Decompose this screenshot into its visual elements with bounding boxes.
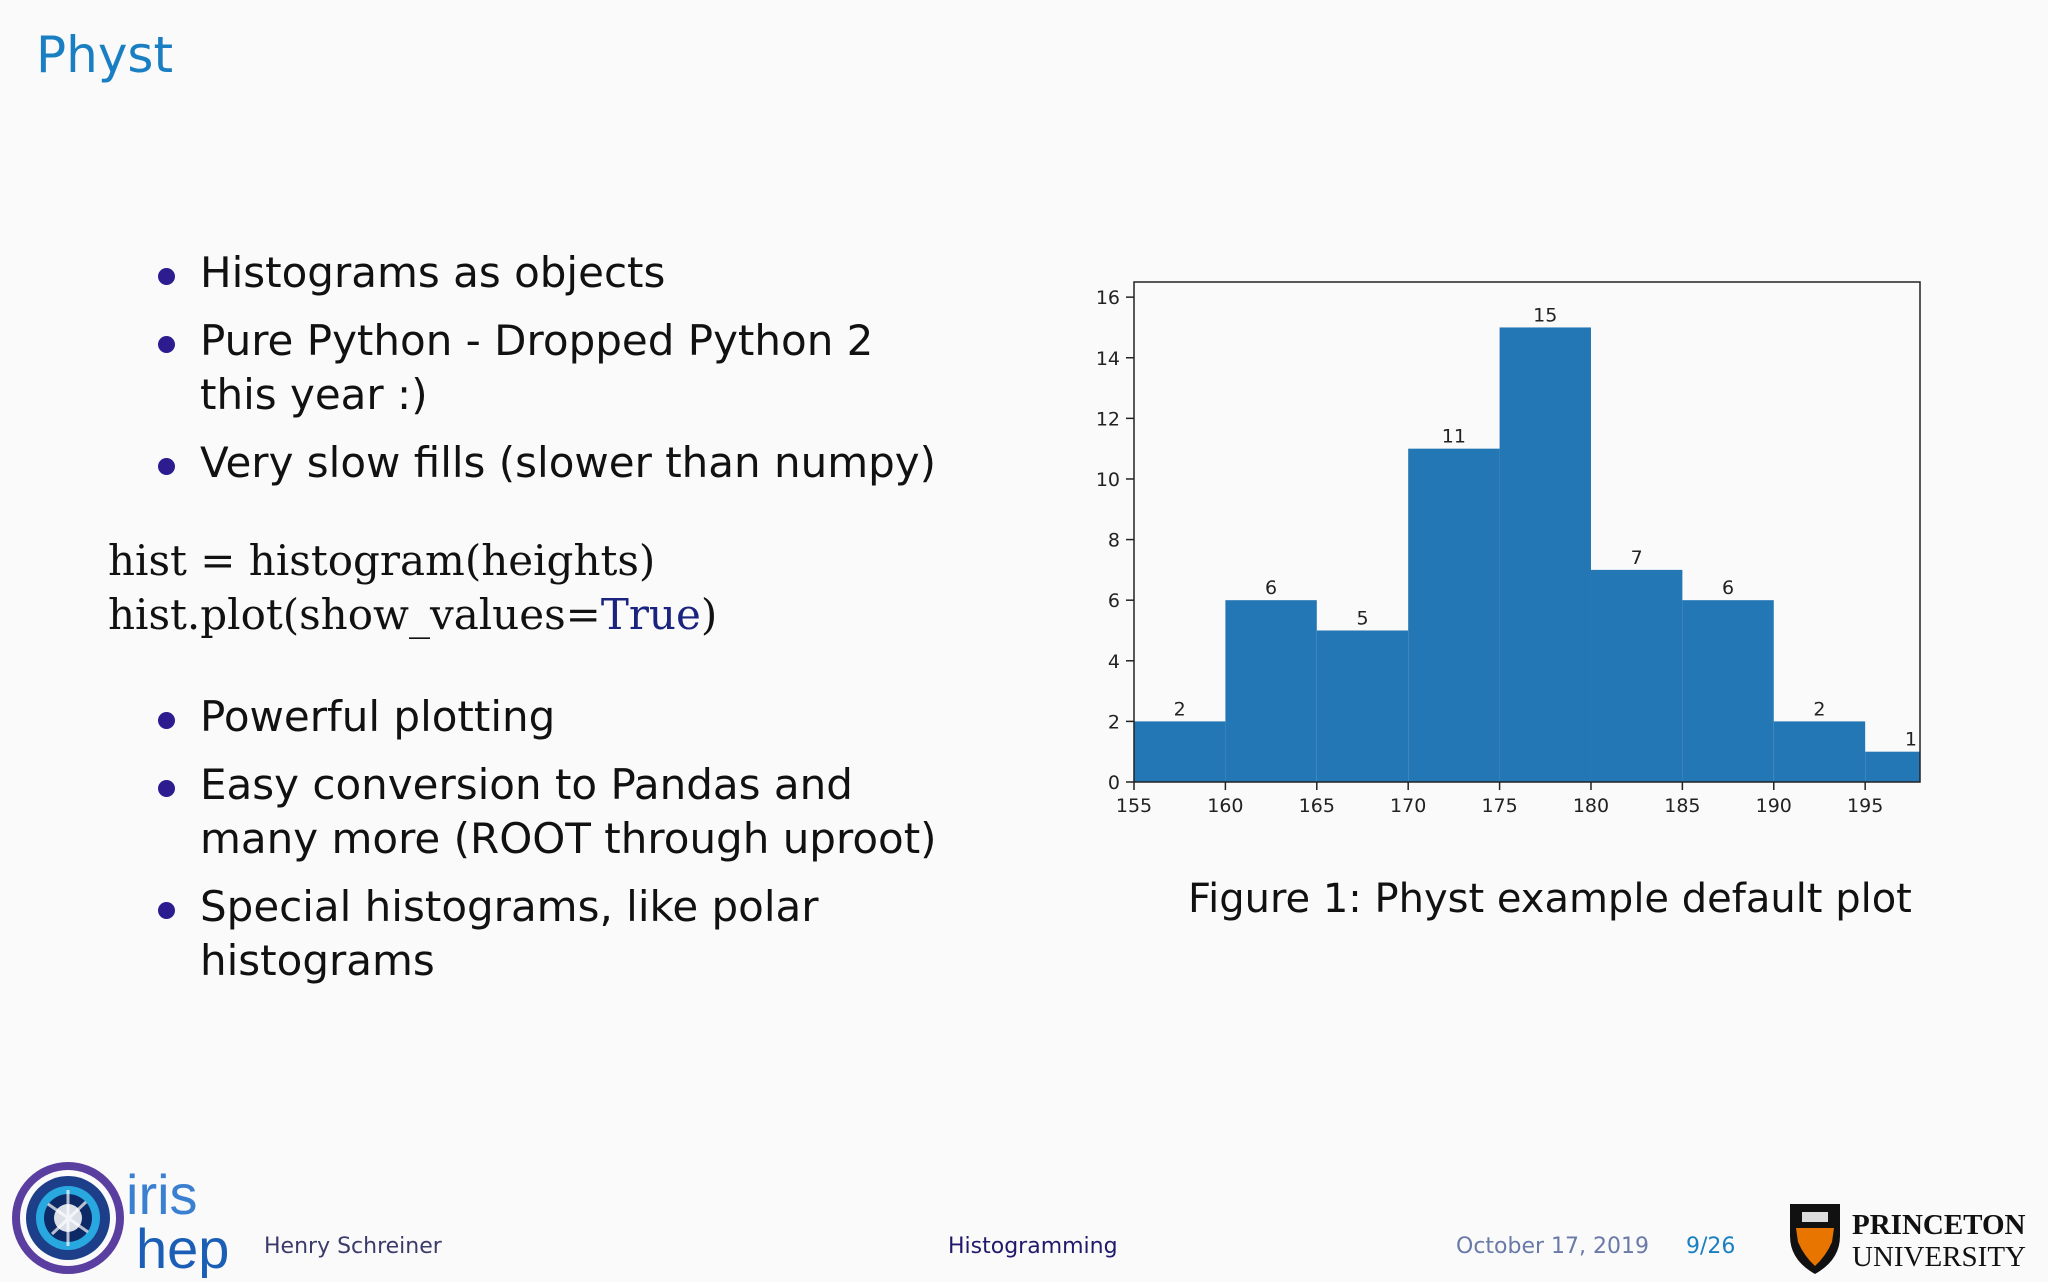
bar-value-label: 2	[1813, 698, 1825, 720]
y-tick-label: 4	[1108, 651, 1120, 673]
code-line-1: hist = histogram(heights)	[108, 536, 656, 585]
logo-text: PRINCETON	[1852, 1209, 2026, 1241]
histogram-bar	[1682, 600, 1774, 782]
code-block: hist = histogram(heights) hist.plot(show…	[108, 534, 717, 642]
bullet-list-bottom: Powerful plotting Easy conversion to Pan…	[150, 690, 1020, 1002]
footer-title: Histogramming	[948, 1234, 1118, 1259]
histogram-bar	[1225, 600, 1317, 782]
histogram-chart: 2651115762110246810121416155160165170175…	[1096, 281, 2008, 817]
bar-value-label: 15	[1533, 304, 1557, 326]
bullet-text: Pure Python - Dropped Python 2 this year…	[200, 316, 874, 419]
histogram-bar	[1408, 448, 1500, 782]
histogram-bar	[1865, 751, 1920, 782]
histogram-bar	[1773, 721, 1866, 782]
x-tick-label: 165	[1299, 795, 1335, 817]
y-tick-label: 2	[1108, 711, 1120, 733]
bullet-dot-icon	[158, 458, 175, 475]
bullet-text: Histograms as objects	[200, 248, 666, 297]
histogram-figure: 2651115762110246810121416155160165170175…	[1070, 270, 2008, 830]
bullet-dot-icon	[158, 712, 175, 729]
bullet-item: Easy conversion to Pandas and many more …	[150, 758, 960, 866]
footer-author: Henry Schreiner	[264, 1234, 442, 1259]
x-tick-label: 170	[1390, 795, 1426, 817]
bullet-dot-icon	[158, 780, 175, 797]
princeton-logo: PRINCETON UNIVERSITY	[1786, 1198, 2048, 1278]
x-tick-label: 190	[1756, 795, 1792, 817]
x-tick-label: 160	[1207, 795, 1243, 817]
y-tick-label: 0	[1108, 772, 1120, 794]
y-tick-label: 16	[1096, 287, 1120, 309]
bar-value-label: 6	[1265, 577, 1277, 599]
plot-frame	[1133, 281, 1921, 783]
bullet-text: Special histograms, like polar histogram…	[200, 882, 819, 985]
logo-text: hep	[136, 1217, 229, 1278]
footer-date: October 17, 2019	[1456, 1234, 1650, 1259]
bullet-dot-icon	[158, 268, 175, 285]
x-tick-label: 195	[1847, 795, 1883, 817]
bullet-list-top: Histograms as objects Pure Python - Drop…	[150, 246, 960, 504]
y-tick-label: 10	[1096, 469, 1120, 491]
x-tick-label: 175	[1481, 795, 1517, 817]
bullet-item: Special histograms, like polar histogram…	[150, 880, 1020, 988]
code-text: hist.plot(show_values=	[108, 590, 601, 639]
histogram-bar	[1316, 630, 1409, 782]
logo-text: iris	[126, 1163, 198, 1226]
y-tick-label: 12	[1096, 408, 1120, 430]
bar-value-label: 11	[1442, 426, 1466, 448]
x-tick-label: 155	[1116, 795, 1152, 817]
figure-caption: Figure 1: Physt example default plot	[1188, 876, 1912, 922]
bullet-item: Very slow fills (slower than numpy)	[150, 436, 960, 490]
bar-value-label: 5	[1356, 607, 1368, 629]
footer-page-number: 9/26	[1686, 1234, 1736, 1259]
bullet-item: Histograms as objects	[150, 246, 960, 300]
slide-title: Physt	[36, 26, 174, 84]
bullet-dot-icon	[158, 336, 175, 353]
x-tick-label: 185	[1664, 795, 1700, 817]
bar-value-label: 2	[1174, 698, 1186, 720]
bullet-item: Pure Python - Dropped Python 2 this year…	[150, 314, 960, 422]
histogram-bar	[1134, 721, 1226, 782]
bar-value-label: 6	[1722, 577, 1734, 599]
bar-value-label: 1	[1905, 729, 1917, 751]
bullet-text: Very slow fills (slower than numpy)	[200, 438, 937, 487]
y-tick-label: 8	[1108, 530, 1120, 552]
histogram-bar	[1590, 569, 1683, 782]
logo-text: UNIVERSITY	[1852, 1241, 2026, 1273]
y-tick-label: 14	[1096, 348, 1120, 370]
code-keyword: True	[600, 590, 701, 639]
x-tick-label: 180	[1573, 795, 1609, 817]
bullet-item: Powerful plotting	[150, 690, 1020, 744]
y-tick-label: 6	[1108, 590, 1120, 612]
histogram-bar	[1499, 327, 1591, 782]
bullet-text: Easy conversion to Pandas and many more …	[200, 760, 937, 863]
iris-hep-logo: iris hep	[8, 1154, 248, 1280]
code-text: )	[700, 590, 718, 639]
bullet-dot-icon	[158, 902, 175, 919]
bullet-text: Powerful plotting	[200, 692, 556, 741]
code-line-2: hist.plot(show_values=True)	[108, 588, 717, 642]
bar-value-label: 7	[1631, 547, 1643, 569]
